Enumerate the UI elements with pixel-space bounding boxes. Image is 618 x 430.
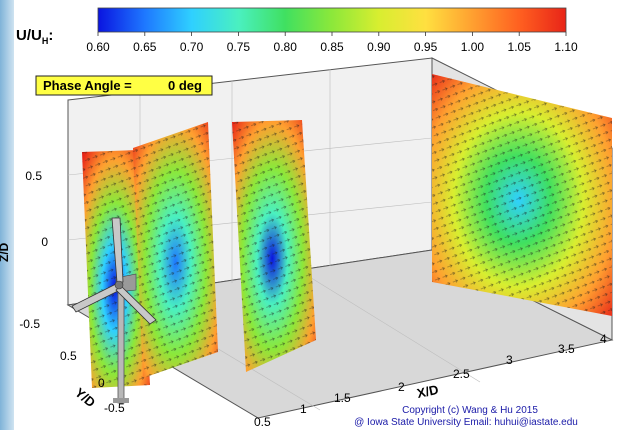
colorbar-tick-label: 0.80 [274, 40, 298, 54]
y-axis-label: Y/D [72, 385, 98, 410]
turbine-tower [117, 284, 125, 404]
plane-x-1 [133, 122, 218, 378]
z-tick-label: 0.5 [25, 169, 42, 183]
page-edge-strip [0, 0, 14, 430]
phase-value: 0 deg [168, 78, 202, 93]
x-tick-label: 3.5 [558, 342, 575, 356]
colorbar: U/UH: 0.60 0.65 0.70 0.75 0.80 0.85 0.90 0.95 1.… [16, 7, 578, 54]
x-tick-label: 2.5 [453, 367, 470, 381]
colorbar-tick-label: 0.90 [367, 40, 391, 54]
velocity-vectors [133, 122, 218, 378]
colorbar-tick-label: 0.65 [133, 40, 157, 54]
colorbar-tick-label: 0.95 [414, 40, 438, 54]
x-axis-label: X/D [416, 382, 440, 401]
colorbar-tick-label: 0.60 [86, 40, 110, 54]
colorbar-tick-label: 0.75 [227, 40, 251, 54]
x-tick-label: 2 [398, 380, 405, 394]
x-tick-label: 0.5 [254, 415, 271, 429]
z-axis-ticks: 0.5 0 -0.5 [19, 169, 48, 331]
x-axis-ticks: 0.5 1 1.5 2 2.5 3 3.5 4 [254, 332, 607, 429]
turbine-hub [114, 280, 124, 290]
y-axis-ticks: 0.5 0 -0.5 [60, 349, 125, 415]
colorbar-ticks: 0.60 0.65 0.70 0.75 0.80 0.85 0.90 0.95 1.00 1.05… [86, 32, 578, 54]
plane-x-3-5 [432, 74, 612, 316]
x-tick-label: 1.5 [334, 391, 351, 405]
z-axis-label: Z/D [0, 242, 11, 262]
colorbar-tick-label: 1.00 [461, 40, 485, 54]
colorbar-tick-label: 0.85 [320, 40, 344, 54]
turbine-model [71, 217, 157, 404]
y-tick-label: 0 [98, 376, 105, 390]
phase-annotation-box [35, 75, 213, 96]
velocity-vectors [232, 120, 316, 372]
phase-annotation: Phase Angle = 0 deg [35, 75, 213, 96]
copyright-line-2: @ Iowa State University Email: huhui@ias… [354, 417, 578, 428]
z-tick-label: -0.5 [19, 317, 40, 331]
z-tick-label: 0 [41, 235, 48, 249]
colorbar-label: U/UH: [16, 27, 53, 46]
turbine-base [113, 398, 129, 403]
velocity-vectors [432, 74, 612, 316]
colorbar-tick-label: 0.70 [180, 40, 204, 54]
x-tick-label: 1 [300, 402, 307, 416]
y-tick-label: -0.5 [104, 401, 125, 415]
colorbar-strip [97, 7, 567, 33]
colorbar-tick-label: 1.10 [554, 40, 578, 54]
copyright-line-1: Copyright (c) Wang & Hu 2015 [402, 405, 538, 416]
phase-label: Phase Angle = [43, 78, 132, 93]
colorbar-tick-label: 1.05 [508, 40, 532, 54]
y-tick-label: 0.5 [60, 349, 77, 363]
x-tick-label: 3 [506, 353, 513, 367]
plane-x-2 [232, 120, 316, 372]
x-tick-label: 4 [600, 332, 607, 346]
